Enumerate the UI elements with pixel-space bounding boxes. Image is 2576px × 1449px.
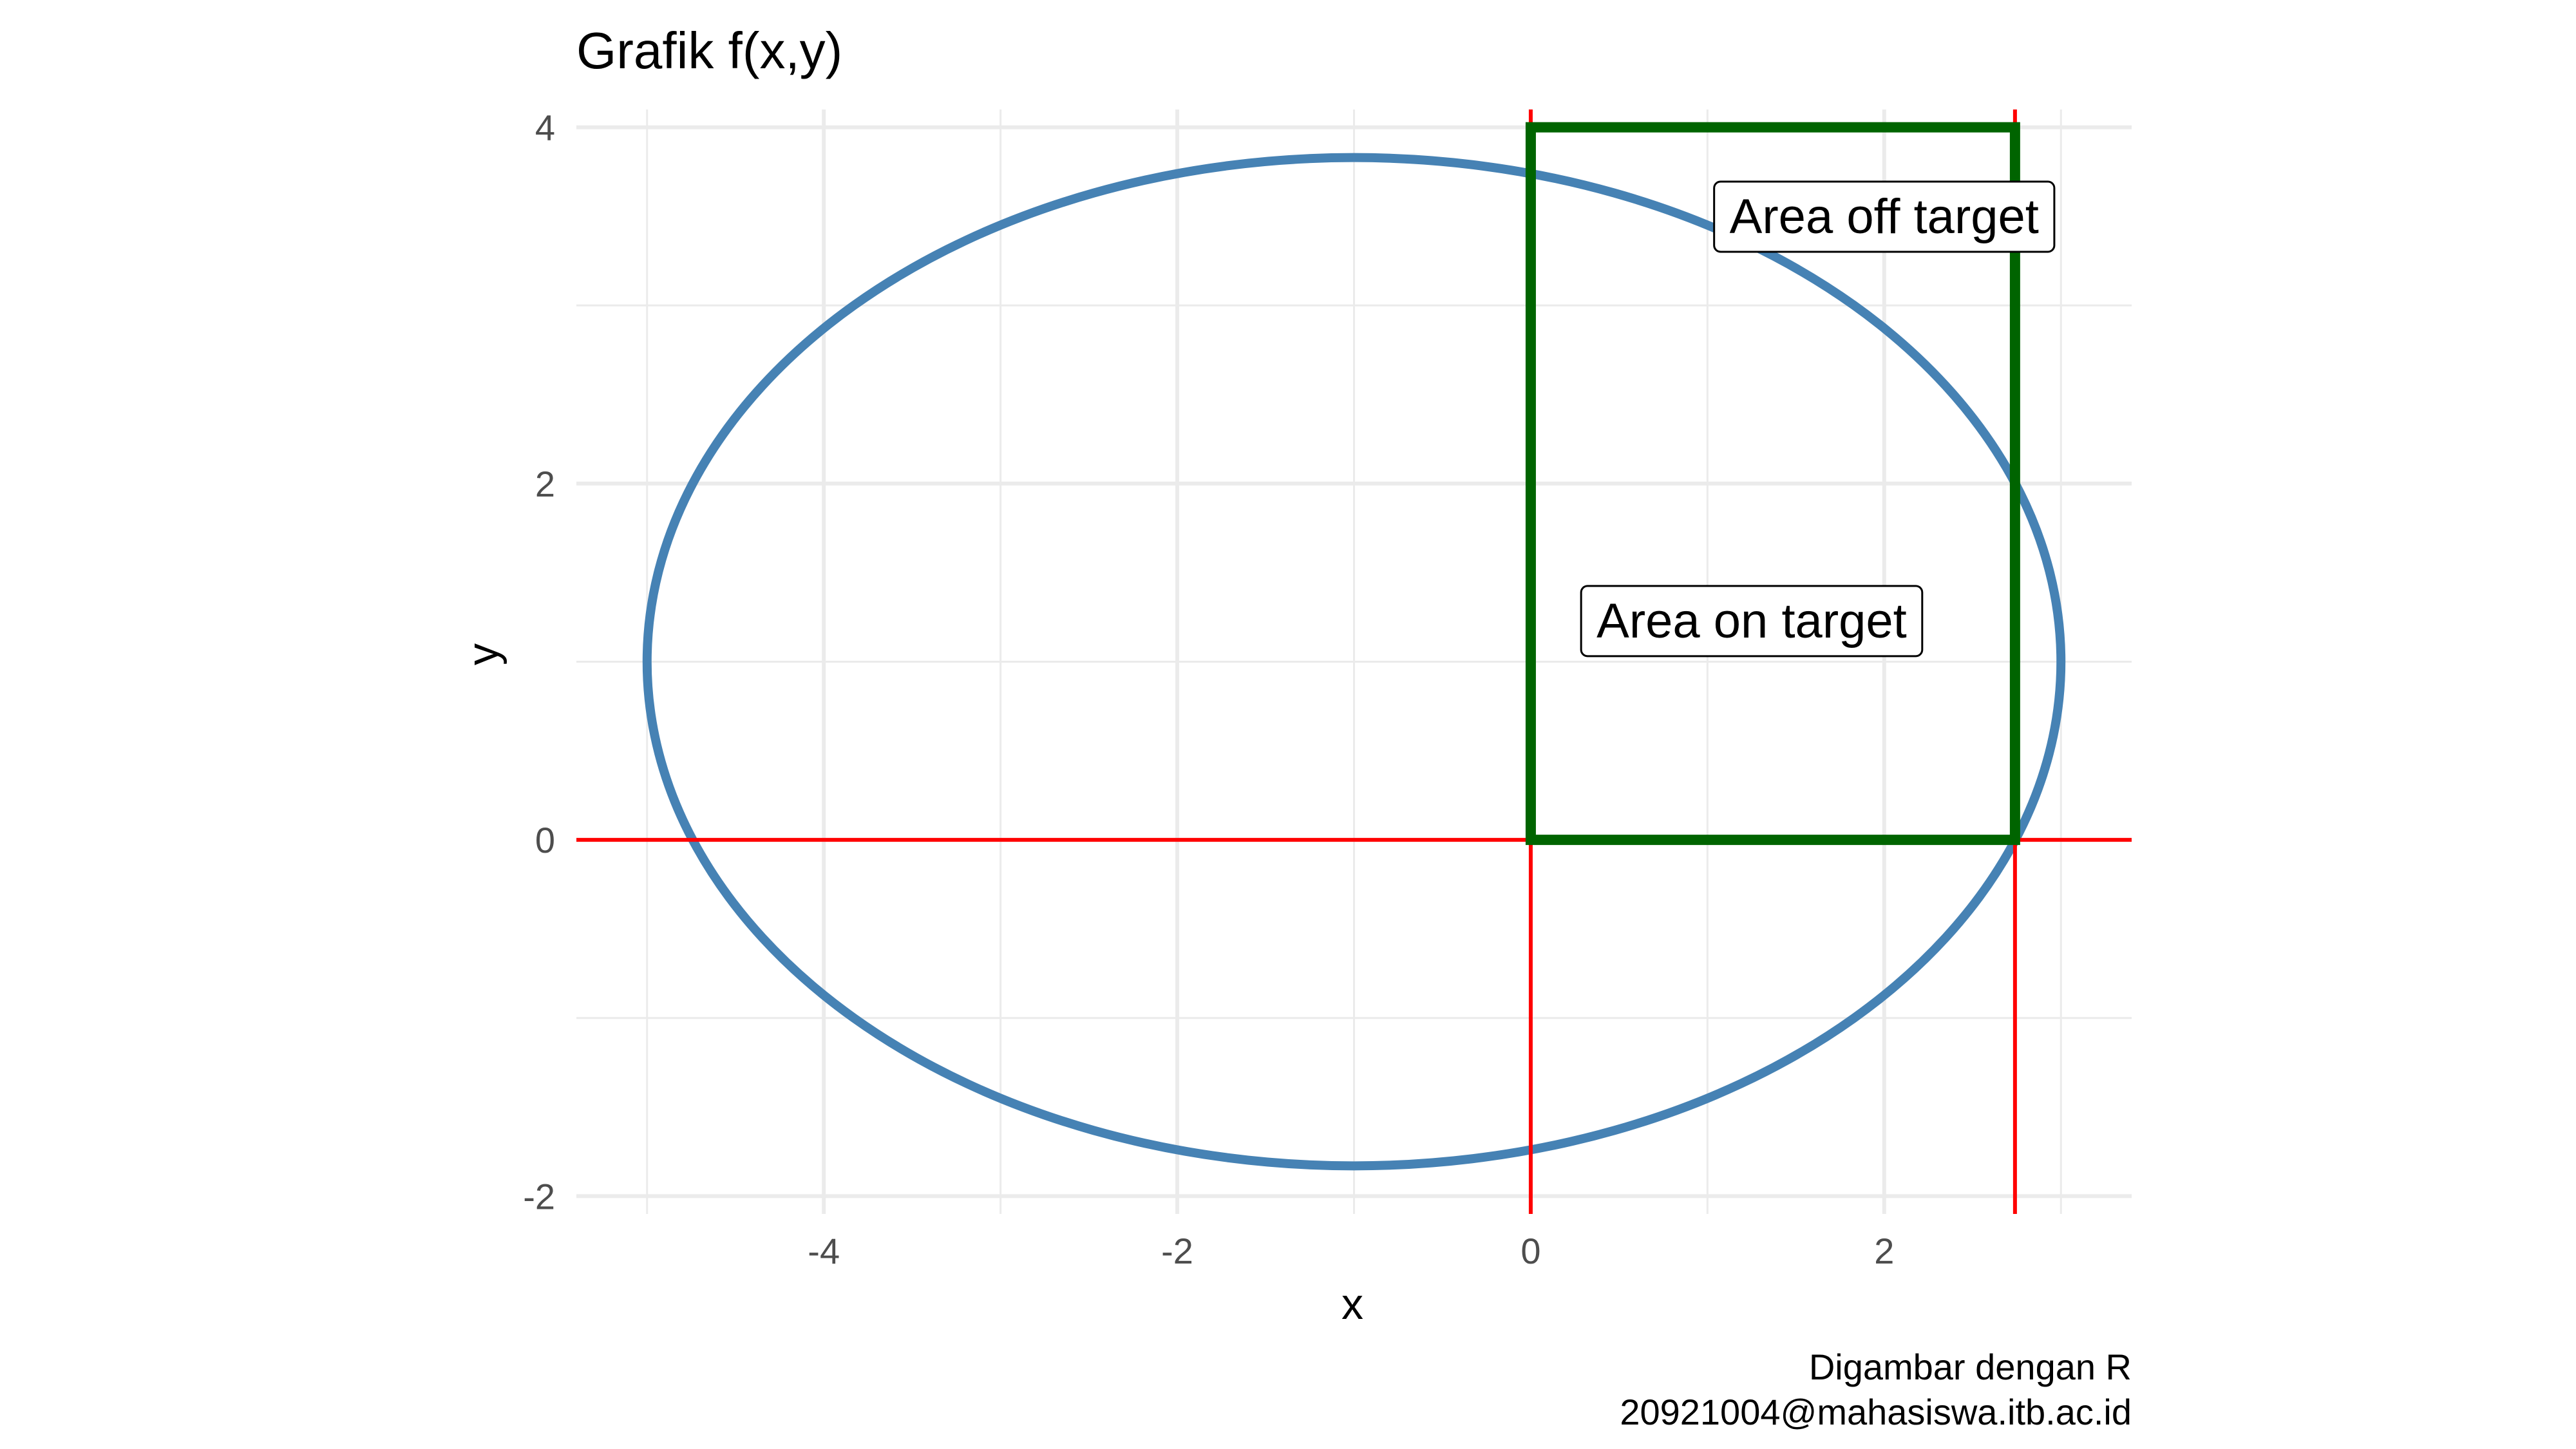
y-tick-label: -2 xyxy=(523,1176,555,1217)
x-tick-label: -2 xyxy=(1161,1231,1193,1271)
annotation-label: Area off target xyxy=(1713,180,2056,253)
annotation-label: Area on target xyxy=(1580,585,1924,658)
annotation-box xyxy=(1580,585,1924,658)
y-tick-label: 2 xyxy=(535,464,555,504)
annotation-text: Area on target xyxy=(1596,594,1907,649)
caption-line-2: 20921004@mahasiswa.itb.ac.id xyxy=(1620,1392,2132,1432)
x-axis-title: x xyxy=(1341,1280,1363,1329)
caption-line-1: Digambar dengan R xyxy=(1809,1347,2132,1387)
x-tick-label: 0 xyxy=(1520,1231,1540,1271)
target-rectangle xyxy=(1525,122,2020,846)
reference-lines xyxy=(576,109,2132,1214)
x-tick-label: 2 xyxy=(1874,1231,1894,1271)
annotation-text: Area off target xyxy=(1730,189,2039,244)
ellipse-curve xyxy=(642,153,2066,1171)
annotation-box xyxy=(1713,180,2056,253)
tick-labels: -4 -2 0 2 -2 0 2 4 xyxy=(523,108,1894,1271)
y-axis-title: y xyxy=(459,643,507,665)
annotations: Area off target Area on target xyxy=(1580,180,2056,658)
y-tick-label: 0 xyxy=(535,820,555,860)
x-tick-label: -4 xyxy=(808,1231,840,1271)
series xyxy=(642,153,2066,1171)
y-tick-label: 4 xyxy=(535,108,555,148)
chart-title: Grafik f(x,y) xyxy=(576,22,842,79)
